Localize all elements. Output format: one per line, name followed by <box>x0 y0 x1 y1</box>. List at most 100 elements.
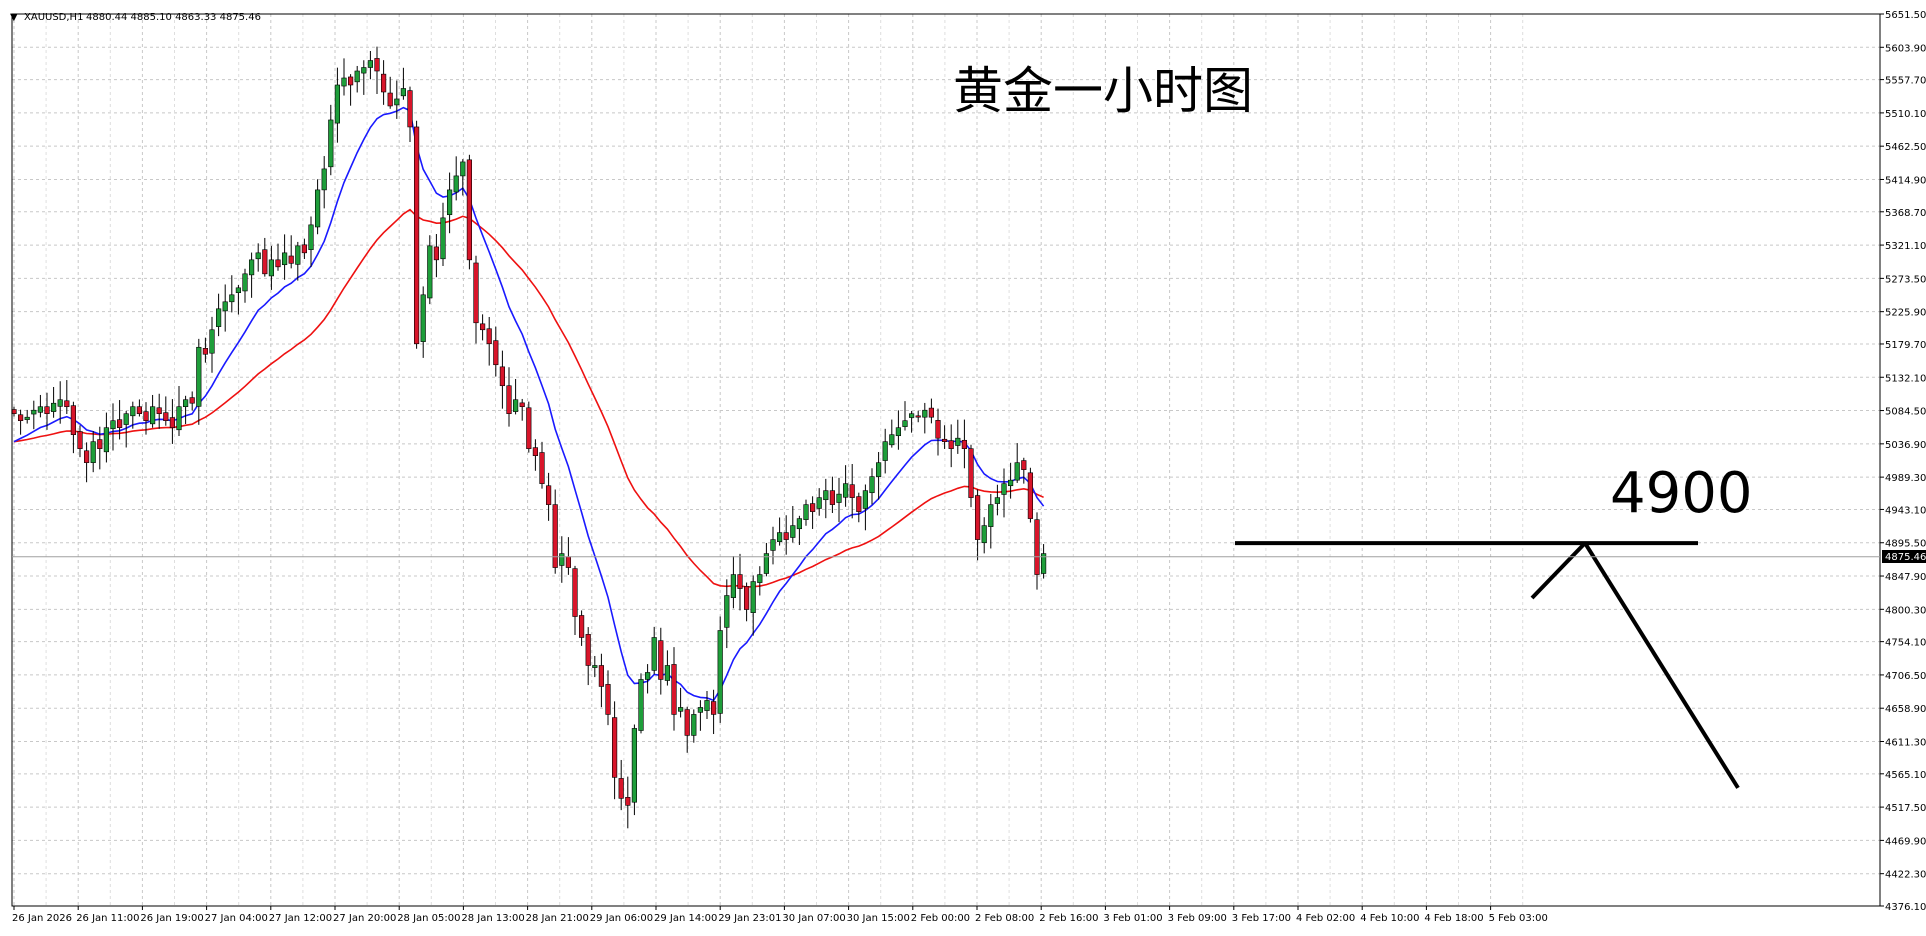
candle-body <box>862 490 868 509</box>
x-tick-label: 27 Jan 12:00 <box>269 913 332 924</box>
symbol-dropdown-icon[interactable]: ▼ <box>10 12 18 23</box>
candle-body <box>189 397 195 404</box>
y-tick-label: 4565.10 <box>1885 770 1926 781</box>
candle-body <box>922 409 928 418</box>
symbol-label: XAUUSD,H1 <box>24 12 83 23</box>
plot-frame <box>11 13 1881 907</box>
candle-body <box>684 709 690 736</box>
candle-body <box>37 406 43 413</box>
candle-body <box>374 58 380 72</box>
candle-body <box>618 778 624 799</box>
candle-body <box>209 329 215 354</box>
candle-body <box>611 717 618 778</box>
candle-body <box>519 402 525 408</box>
candle-body <box>229 294 235 303</box>
x-tick-label: 28 Jan 05:00 <box>397 913 460 924</box>
candle-body <box>638 679 644 731</box>
candle-body <box>70 405 76 435</box>
y-tick-label: 5132.10 <box>1885 373 1926 384</box>
y-tick-label: 4943.10 <box>1885 505 1926 516</box>
ohlc-readout: 4880.44 4885.10 4863.33 4875.46 <box>86 12 261 23</box>
candle-body <box>809 503 816 512</box>
candle-body <box>249 259 255 276</box>
candle-body <box>420 294 426 342</box>
candle-body <box>532 447 538 456</box>
y-tick-label: 4895.50 <box>1885 539 1926 550</box>
x-tick-label: 4 Feb 02:00 <box>1296 913 1355 924</box>
chart-title: 黄金一小时图 <box>953 62 1253 120</box>
y-tick-label: 5510.10 <box>1885 109 1926 120</box>
candle-body <box>143 411 149 421</box>
y-tick-label: 5651.50 <box>1885 10 1926 21</box>
candle-body <box>526 407 532 449</box>
ma-slow-line <box>13 208 1044 588</box>
candle-body <box>308 224 314 250</box>
y-tick-label: 5368.70 <box>1885 208 1926 219</box>
candle-body <box>750 581 756 613</box>
candle-body <box>941 438 948 442</box>
candle-body <box>31 409 37 415</box>
candle-body <box>915 415 921 418</box>
candle-body <box>743 586 750 610</box>
candle-body <box>803 504 809 520</box>
x-tick-label: 26 Jan 2026 <box>12 913 72 924</box>
ma-slow-layer <box>13 208 1044 588</box>
projection-down-leg <box>1583 542 1740 789</box>
candle-body <box>84 450 90 463</box>
candle-body <box>150 406 156 425</box>
candle-body <box>704 700 710 711</box>
x-tick-label: 26 Jan 19:00 <box>140 913 203 924</box>
candle-body <box>407 90 413 128</box>
candle-body <box>77 431 83 449</box>
candle-body <box>849 484 855 498</box>
candle-body <box>895 427 901 437</box>
candle-body <box>387 92 393 107</box>
candle-body <box>24 416 30 420</box>
candle-body <box>948 440 954 449</box>
y-tick-label: 5462.50 <box>1885 142 1926 153</box>
candle-body <box>592 665 598 668</box>
candle-body <box>776 532 783 542</box>
candle-body <box>625 797 631 806</box>
candle-body <box>281 252 288 266</box>
overlay <box>1235 541 1740 789</box>
candle-body <box>117 419 123 428</box>
x-tick-label: 29 Jan 23:01 <box>718 913 781 924</box>
candle-body <box>367 60 374 68</box>
candle-body <box>222 301 228 312</box>
candle-body <box>539 452 545 484</box>
level-label: 4900 <box>1610 461 1753 526</box>
x-axis-ticks: 26 Jan 2026 26 Jan 11:00 26 Jan 19:00 27 Ja… <box>12 906 1548 924</box>
y-tick-label: 5179.70 <box>1885 340 1926 351</box>
candle-body <box>394 98 400 106</box>
x-tick-label: 28 Jan 21:00 <box>526 913 589 924</box>
candle-body <box>552 504 558 568</box>
candle-body <box>169 417 176 428</box>
candle-body <box>902 420 908 427</box>
candle-body <box>97 439 103 449</box>
x-tick-label: 27 Jan 04:00 <box>205 913 268 924</box>
candle-body <box>275 259 281 268</box>
candle-body <box>334 84 341 124</box>
candle-body <box>295 245 301 265</box>
y-tick-label: 4517.50 <box>1885 803 1926 814</box>
candle-body <box>268 259 275 277</box>
candle-body <box>446 189 453 216</box>
candle-body <box>644 672 651 680</box>
candle-body <box>486 328 492 345</box>
candle-body <box>869 476 875 494</box>
y-tick-label: 4422.30 <box>1885 870 1926 881</box>
y-tick-label: 5603.90 <box>1885 43 1926 54</box>
candle-body <box>790 525 796 538</box>
candle-body <box>460 161 466 177</box>
current-price-tag: 4875.46 <box>1885 552 1926 563</box>
axes <box>11 13 1881 907</box>
candle-body <box>440 217 446 260</box>
candle-body <box>17 414 24 421</box>
candle-body <box>196 346 202 407</box>
x-tick-label: 4 Feb 18:00 <box>1424 913 1483 924</box>
x-tick-label: 3 Feb 01:00 <box>1103 913 1162 924</box>
candle-body <box>413 126 420 345</box>
candle-body <box>710 701 717 715</box>
candle-body <box>433 246 440 261</box>
